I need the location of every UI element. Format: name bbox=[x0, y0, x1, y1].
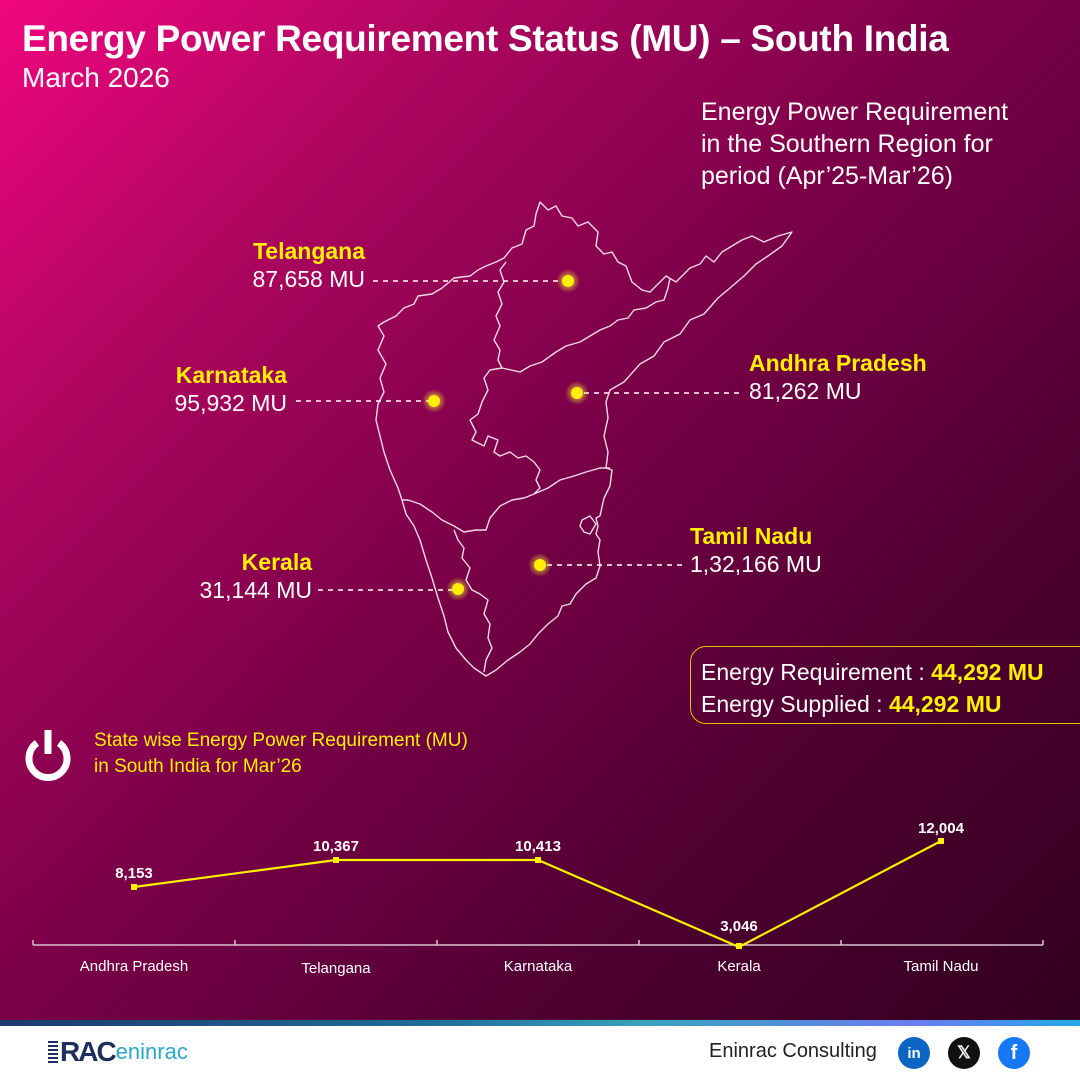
facebook-icon[interactable]: f bbox=[998, 1037, 1030, 1069]
marker-tamilnadu bbox=[534, 559, 546, 571]
series-points bbox=[131, 838, 944, 949]
period-description: Energy Power Requirement in the Southern… bbox=[701, 96, 1061, 192]
data-labels: 8,153 10,367 10,413 3,046 12,004 bbox=[115, 820, 964, 935]
state-value: 87,658 MU bbox=[252, 266, 365, 292]
period-line: period (Apr’25-Mar’26) bbox=[701, 162, 953, 190]
label-kerala: Kerala 31,144 MU bbox=[150, 548, 312, 604]
x-axis bbox=[32, 940, 1044, 946]
line-chart: 8,153 10,367 10,413 3,046 12,004 Andhra … bbox=[32, 820, 1044, 977]
telangana-karnataka-border bbox=[493, 261, 507, 369]
svg-text:10,367: 10,367 bbox=[313, 838, 359, 855]
requirement-value: 44,292 MU bbox=[931, 659, 1044, 685]
coastal-enclave-border bbox=[579, 515, 597, 535]
supplied-row: Energy Supplied : 44,292 MU bbox=[701, 688, 1080, 720]
svg-text:Kerala: Kerala bbox=[717, 958, 761, 975]
region-outline bbox=[375, 201, 793, 677]
chart-title-line: in South India for Mar’26 bbox=[94, 756, 302, 777]
page-title: Energy Power Requirement Status (MU) – S… bbox=[22, 18, 949, 59]
svg-text:Telangana: Telangana bbox=[301, 960, 371, 977]
marker-karnataka bbox=[428, 395, 440, 407]
marker-andhra bbox=[571, 387, 583, 399]
logo-stripes-icon bbox=[48, 1041, 58, 1063]
label-telangana: Telangana 87,658 MU bbox=[200, 237, 365, 293]
svg-text:Tamil Nadu: Tamil Nadu bbox=[903, 958, 978, 975]
footer: RAC eninrac Eninrac Consulting in 𝕏 f bbox=[0, 1026, 1080, 1080]
state-name: Andhra Pradesh bbox=[749, 350, 927, 376]
footer-stripe bbox=[0, 1020, 1080, 1026]
svg-text:8,153: 8,153 bbox=[115, 865, 153, 882]
marker-kerala bbox=[452, 583, 464, 595]
logo-rac: RAC bbox=[60, 1036, 117, 1067]
south-india-map bbox=[375, 201, 793, 677]
state-value: 81,262 MU bbox=[749, 378, 862, 404]
eninrac-logo: RAC eninrac bbox=[48, 1036, 188, 1068]
logo-eninrac: eninrac bbox=[115, 1039, 188, 1064]
x-icon[interactable]: 𝕏 bbox=[948, 1037, 980, 1069]
chart-header: State wise Energy Power Requirement (MU)… bbox=[22, 728, 468, 782]
label-andhra-pradesh: Andhra Pradesh 81,262 MU bbox=[749, 349, 969, 405]
chart-title: State wise Energy Power Requirement (MU)… bbox=[94, 728, 468, 780]
chart-title-line: State wise Energy Power Requirement (MU) bbox=[94, 730, 468, 751]
series-line bbox=[133, 840, 942, 949]
label-karnataka: Karnataka 95,932 MU bbox=[120, 361, 287, 417]
requirement-label: Energy Requirement : bbox=[701, 659, 932, 685]
infographic-canvas: Energy Power Requirement Status (MU) – S… bbox=[0, 0, 1080, 1022]
supplied-value: 44,292 MU bbox=[888, 691, 1002, 717]
brand-name: Eninrac Consulting bbox=[709, 1040, 877, 1062]
svg-text:Andhra Pradesh: Andhra Pradesh bbox=[80, 958, 188, 975]
requirement-row: Energy Requirement : 44,292 MU bbox=[701, 656, 1080, 688]
state-value: 31,144 MU bbox=[199, 577, 312, 603]
karnataka-tamilnadu-border bbox=[533, 467, 610, 495]
svg-text:10,413: 10,413 bbox=[515, 838, 561, 855]
period-line: Energy Power Requirement bbox=[701, 98, 1009, 126]
svg-text:Karnataka: Karnataka bbox=[504, 958, 573, 975]
telangana-andhra-border bbox=[501, 277, 671, 373]
energy-summary-box: Energy Requirement : 44,292 MU Energy Su… bbox=[690, 646, 1080, 724]
karnataka-kerala-tn-border bbox=[402, 493, 535, 533]
svg-text:12,004: 12,004 bbox=[918, 820, 965, 837]
state-name: Kerala bbox=[241, 549, 312, 575]
page-subtitle: March 2026 bbox=[22, 62, 170, 93]
svg-text:3,046: 3,046 bbox=[720, 918, 758, 935]
karnataka-andhra-border bbox=[469, 367, 541, 495]
linkedin-icon[interactable]: in bbox=[898, 1037, 930, 1069]
state-name: Tamil Nadu bbox=[690, 523, 813, 549]
state-value: 1,32,166 MU bbox=[690, 551, 822, 577]
state-value: 95,932 MU bbox=[174, 390, 287, 416]
power-icon bbox=[25, 730, 71, 781]
kerala-tamilnadu-border bbox=[453, 529, 493, 673]
label-tamil-nadu: Tamil Nadu 1,32,166 MU bbox=[690, 522, 910, 578]
state-markers bbox=[422, 269, 589, 601]
x-tick-labels: Andhra Pradesh Telangana Karnataka Keral… bbox=[80, 958, 979, 977]
marker-telangana bbox=[562, 275, 574, 287]
supplied-label: Energy Supplied : bbox=[701, 691, 889, 717]
state-name: Karnataka bbox=[175, 362, 287, 388]
period-line: in the Southern Region for bbox=[701, 130, 993, 158]
state-name: Telangana bbox=[252, 238, 365, 264]
